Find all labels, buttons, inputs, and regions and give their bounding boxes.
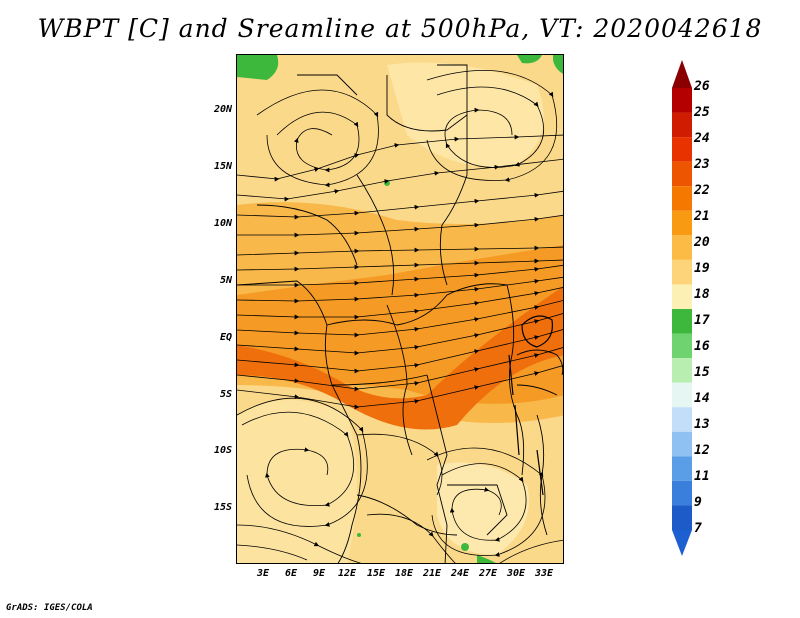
colorbar-top-arrow bbox=[672, 60, 692, 88]
colorbar-label: 22 bbox=[694, 183, 710, 198]
colorbar-label: 23 bbox=[694, 157, 710, 172]
colorbar-label: 24 bbox=[694, 131, 710, 146]
colorbar-label: 12 bbox=[694, 443, 710, 458]
colorbar-segment bbox=[672, 112, 692, 138]
wbpt-shading-17-ne bbox=[553, 55, 563, 74]
lon-label: 21E bbox=[423, 568, 442, 579]
lat-label: 20N bbox=[213, 104, 232, 115]
colorbar-segment bbox=[672, 456, 692, 481]
lon-label: 12E bbox=[338, 568, 357, 579]
colorbar-segment bbox=[672, 186, 692, 211]
colorbar-label: 16 bbox=[694, 339, 710, 354]
colorbar-label: 9 bbox=[694, 495, 702, 510]
lon-label: 33E bbox=[535, 568, 554, 579]
lat-label: 15S bbox=[213, 502, 232, 513]
lon-label: 18E bbox=[395, 568, 414, 579]
colorbar-segment bbox=[672, 210, 692, 236]
lakes bbox=[508, 315, 554, 496]
colorbar bbox=[672, 60, 692, 556]
colorbar-segment bbox=[672, 407, 692, 432]
colorbar-segment bbox=[672, 235, 692, 260]
colorbar-label: 25 bbox=[694, 105, 710, 120]
lat-label: EQ bbox=[219, 332, 232, 343]
wbpt-streamline-map bbox=[237, 55, 563, 563]
lon-label: 15E bbox=[367, 568, 386, 579]
colorbar-segment bbox=[672, 431, 692, 457]
lon-label: 24E bbox=[451, 568, 470, 579]
colorbar-segment bbox=[672, 284, 692, 309]
colorbar-label: 17 bbox=[694, 313, 710, 328]
lon-label: 27E bbox=[479, 568, 498, 579]
colorbar-label: 11 bbox=[694, 469, 710, 484]
colorbar-segment bbox=[672, 259, 692, 285]
colorbar-segment bbox=[672, 382, 692, 408]
wbpt-shading-17-spot-3 bbox=[357, 533, 361, 537]
lon-label: 6E bbox=[285, 568, 298, 579]
colorbar-segment bbox=[672, 333, 692, 359]
wbpt-shading-17-s bbox=[477, 555, 496, 563]
colorbar-label: 26 bbox=[694, 79, 710, 94]
country-borders bbox=[237, 64, 563, 563]
colorbar-segment bbox=[672, 88, 692, 113]
colorbar-label: 19 bbox=[694, 261, 710, 276]
lat-label: 5N bbox=[219, 275, 232, 286]
wbpt-shading-17-spot-2 bbox=[461, 543, 469, 551]
colorbar-label: 21 bbox=[694, 209, 710, 224]
lat-label: 10S bbox=[213, 445, 232, 456]
lat-label: 10N bbox=[213, 218, 232, 229]
colorbar-label: 18 bbox=[694, 287, 710, 302]
wbpt-shading-17-nw bbox=[237, 55, 279, 80]
colorbar-label: 20 bbox=[694, 235, 710, 250]
colorbar-segment bbox=[672, 480, 692, 506]
colorbar-bottom-arrow bbox=[672, 530, 692, 556]
wbpt-shading-19-20-sw bbox=[237, 400, 357, 563]
footer-credit: GrADS: IGES/COLA bbox=[6, 603, 93, 613]
colorbar-segment bbox=[672, 161, 692, 187]
map-title: WBPT [C] and Sreamline at 500hPa, VT: 20… bbox=[37, 14, 763, 43]
wbpt-shading-17-n bbox=[517, 55, 542, 64]
colorbar-segment bbox=[672, 358, 692, 383]
colorbar-label: 13 bbox=[694, 417, 710, 432]
colorbar-segment bbox=[672, 309, 692, 334]
map-panel bbox=[236, 54, 564, 564]
colorbar-label: 7 bbox=[694, 521, 702, 536]
colorbar-label: 14 bbox=[694, 391, 710, 406]
lat-label: 5S bbox=[219, 389, 232, 400]
lon-label: 3E bbox=[257, 568, 270, 579]
lon-label: 30E bbox=[507, 568, 526, 579]
colorbar-segment bbox=[672, 505, 692, 530]
colorbar-label: 15 bbox=[694, 365, 710, 380]
colorbar-segment bbox=[672, 137, 692, 162]
streamlines bbox=[237, 70, 563, 563]
lon-label: 9E bbox=[313, 568, 326, 579]
lat-label: 15N bbox=[213, 161, 232, 172]
